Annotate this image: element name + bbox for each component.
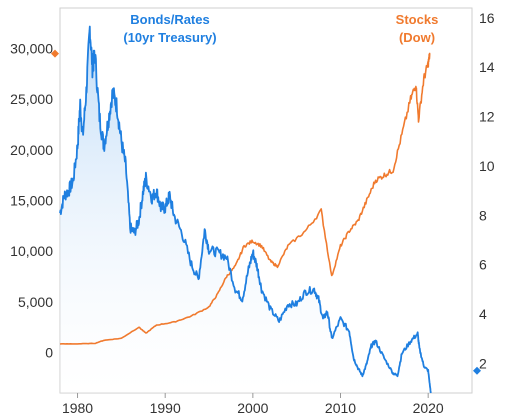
right-axis-tick-label: 6: [479, 257, 487, 273]
left-axis-tick-label: 0: [45, 344, 53, 360]
right-axis-tick-label: 14: [479, 59, 495, 75]
bonds-area: [60, 26, 431, 393]
series-labels: Bonds/Rates (10yr Treasury) Stocks (Dow): [123, 12, 438, 45]
axis-layer: 0 5,000 10,000 15,000 20,000 25,000 30,000 2 4 6 8…: [10, 10, 495, 416]
stocks-line: [59, 52, 431, 345]
x-axis-tick-label: 2000: [237, 400, 268, 416]
left-axis-tick-label: 5,000: [18, 294, 53, 310]
series-layer: [59, 25, 432, 394]
x-axis-tick-label: 1980: [62, 400, 93, 416]
left-axis-tick-label: 10,000: [10, 243, 53, 259]
bonds-series-label-line2: (10yr Treasury): [123, 30, 216, 45]
x-axis-tick-label: 2010: [325, 400, 356, 416]
left-axis-tick-label: 25,000: [10, 91, 53, 107]
right-axis-tick-label: 8: [479, 207, 487, 223]
right-axis-tick-label: 4: [479, 306, 487, 322]
right-axis-tick-label: 2: [479, 355, 487, 371]
left-axis-tick-label: 15,000: [10, 193, 53, 209]
left-axis-tick-label: 20,000: [10, 142, 53, 158]
x-axis-tick-label: 2020: [413, 400, 444, 416]
stocks-series-label-line1: Stocks: [396, 12, 439, 27]
stocks-last-value-marker: [51, 49, 59, 58]
stocks-series-label-line2: (Dow): [399, 30, 435, 45]
left-axis-tick-label: 30,000: [10, 41, 53, 57]
x-axis-tick-label: 1990: [150, 400, 181, 416]
right-axis-tick-label: 12: [479, 109, 495, 125]
right-axis-tick-label: 16: [479, 10, 495, 26]
bonds-line: [59, 25, 432, 394]
right-axis-tick-label: 10: [479, 158, 495, 174]
bonds-series-label-line1: Bonds/Rates: [130, 12, 209, 27]
bonds-last-value-marker: [473, 366, 481, 375]
